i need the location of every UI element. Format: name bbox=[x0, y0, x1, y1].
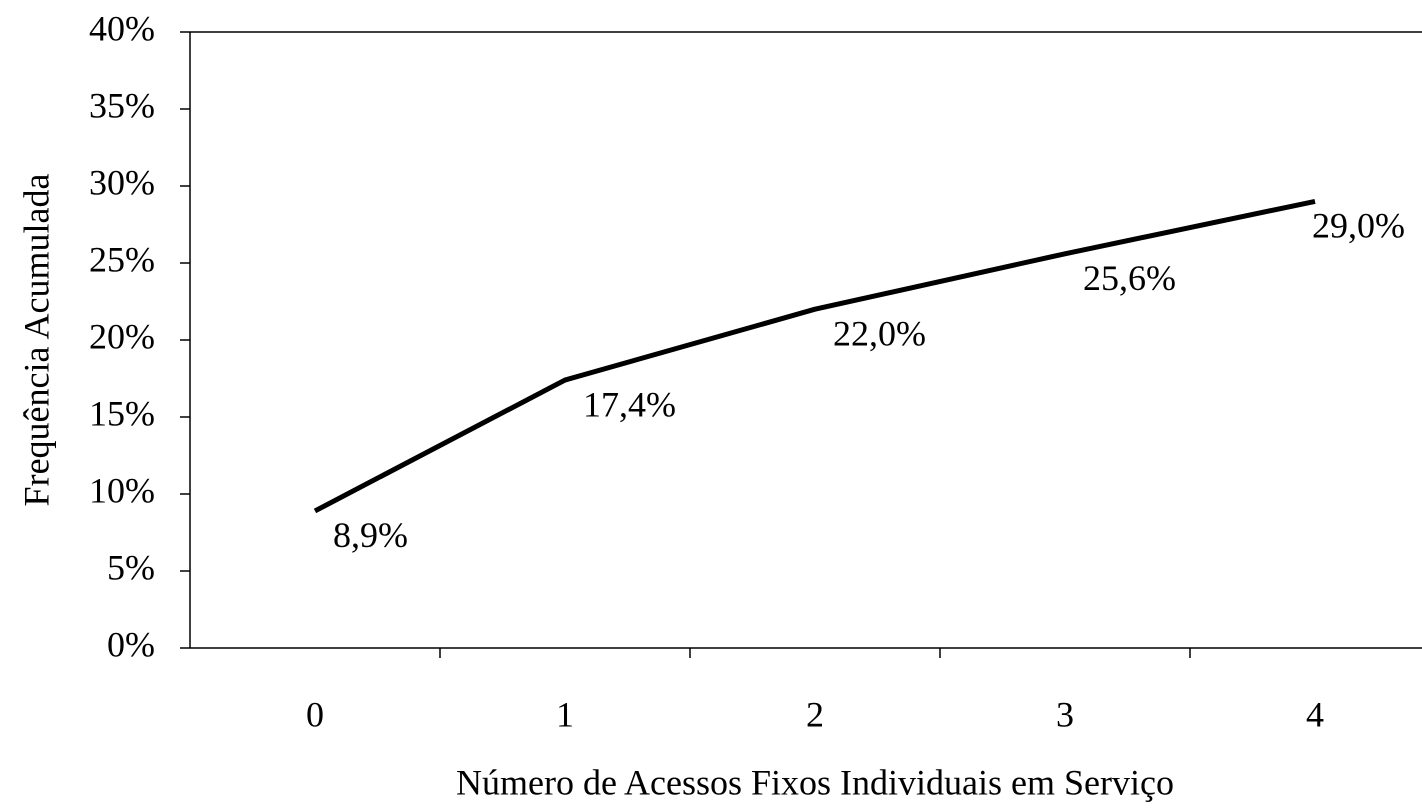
y-tick-label: 15% bbox=[89, 393, 155, 433]
y-tick-label: 0% bbox=[107, 624, 155, 664]
x-tick-label: 4 bbox=[1306, 694, 1324, 734]
y-tick-label: 40% bbox=[89, 8, 155, 48]
data-label: 22,0% bbox=[833, 313, 926, 353]
y-tick-label: 5% bbox=[107, 547, 155, 587]
data-label: 8,9% bbox=[333, 515, 408, 555]
data-label: 17,4% bbox=[583, 384, 676, 424]
data-label: 25,6% bbox=[1083, 258, 1176, 298]
x-axis-label: Número de Acessos Fixos Individuais em S… bbox=[456, 762, 1174, 802]
y-axis-label: Frequência Acumulada bbox=[16, 174, 56, 507]
y-tick-label: 10% bbox=[89, 470, 155, 510]
y-tick-label: 35% bbox=[89, 85, 155, 125]
line-series bbox=[313, 198, 1316, 514]
x-tick-label: 1 bbox=[556, 694, 574, 734]
x-tick-label: 3 bbox=[1056, 694, 1074, 734]
x-tick-label: 2 bbox=[806, 694, 824, 734]
x-tick-label: 0 bbox=[306, 694, 324, 734]
y-tick-label: 25% bbox=[89, 239, 155, 279]
y-tick-label: 20% bbox=[89, 316, 155, 356]
data-label: 29,0% bbox=[1312, 206, 1405, 246]
y-tick-label: 30% bbox=[89, 162, 155, 202]
